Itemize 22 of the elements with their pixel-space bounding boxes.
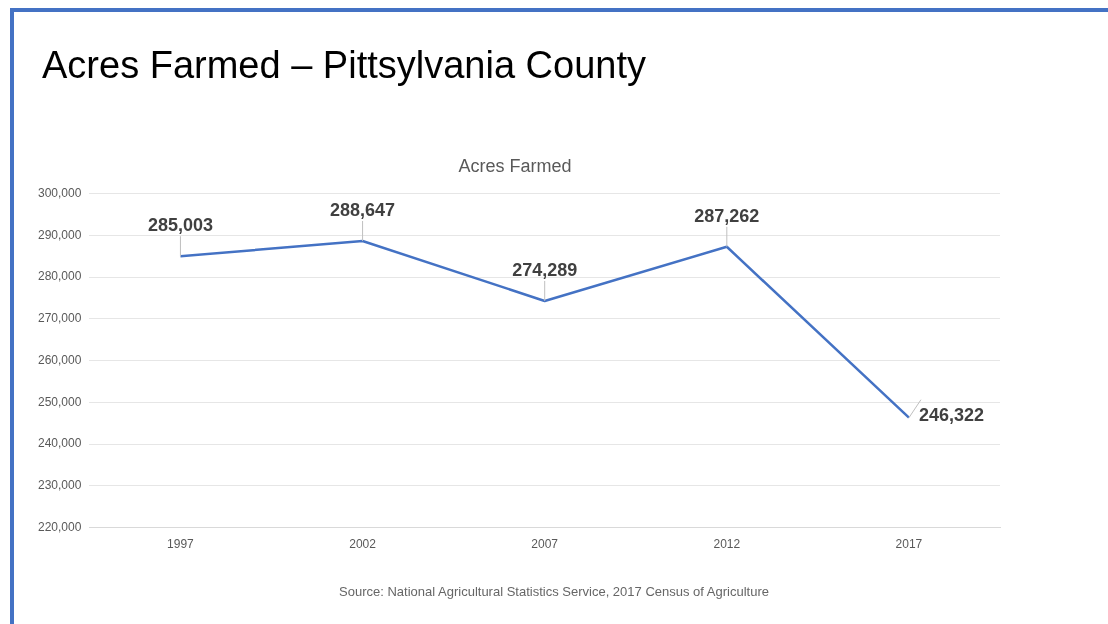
y-tick-label: 280,000 bbox=[37, 269, 82, 284]
chart-subtitle: Acres Farmed bbox=[458, 155, 572, 176]
data-label: 246,322 bbox=[918, 404, 985, 425]
data-label: 287,262 bbox=[694, 205, 760, 226]
x-tick-label: 2017 bbox=[895, 537, 923, 552]
y-tick-label: 220,000 bbox=[37, 519, 82, 534]
data-label: 285,003 bbox=[147, 215, 213, 236]
y-tick-label: 260,000 bbox=[37, 352, 82, 367]
x-tick-label: 2002 bbox=[349, 537, 377, 552]
data-label: 274,289 bbox=[512, 259, 578, 280]
chart-title: Acres Farmed – Pittsylvania County bbox=[42, 44, 647, 87]
data-label: 288,647 bbox=[330, 199, 396, 220]
source-note: Source: National Agricultural Statistics Service, 2017 Census of Agriculture bbox=[338, 584, 770, 599]
y-tick-label: 250,000 bbox=[37, 394, 82, 409]
y-tick-label: 270,000 bbox=[37, 311, 82, 326]
y-tick-label: 300,000 bbox=[37, 185, 82, 200]
y-tick-label: 230,000 bbox=[37, 478, 82, 493]
x-tick-label: 2012 bbox=[713, 537, 741, 552]
y-tick-label: 290,000 bbox=[37, 227, 82, 242]
y-tick-label: 240,000 bbox=[37, 436, 82, 451]
x-tick-label: 1997 bbox=[167, 537, 195, 552]
x-tick-label: 2007 bbox=[531, 537, 559, 552]
